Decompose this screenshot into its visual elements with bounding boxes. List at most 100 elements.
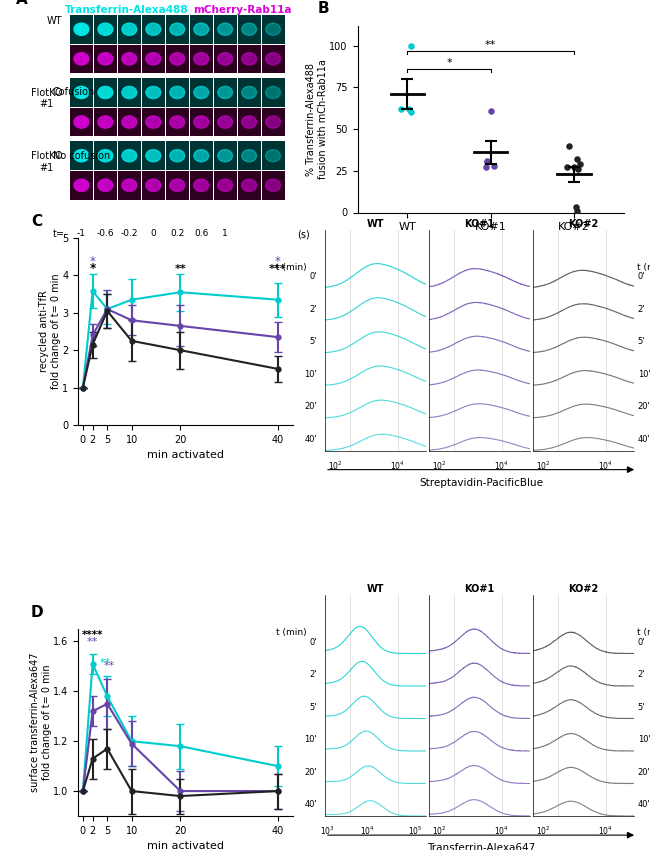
Point — [569, 161, 579, 174]
Circle shape — [266, 179, 281, 191]
Bar — [70, 141, 93, 170]
Text: Transferrin-Alexa647: Transferrin-Alexa647 — [427, 843, 535, 850]
Circle shape — [146, 150, 161, 162]
Bar — [118, 44, 141, 73]
Circle shape — [170, 150, 185, 162]
Text: 0: 0 — [150, 230, 156, 238]
Bar — [70, 171, 93, 200]
Circle shape — [74, 87, 89, 99]
Point — [573, 162, 584, 176]
Y-axis label: recycled anti-TfR
fold change of t= 0 min: recycled anti-TfR fold change of t= 0 mi… — [39, 274, 60, 389]
Text: Cofusion: Cofusion — [53, 88, 95, 98]
Text: $10^4$: $10^4$ — [390, 459, 405, 472]
Title: KO#1: KO#1 — [464, 584, 495, 594]
Bar — [166, 78, 188, 107]
Bar — [214, 78, 237, 107]
Bar — [94, 141, 117, 170]
Circle shape — [98, 53, 113, 65]
Bar — [166, 141, 188, 170]
Text: 5': 5' — [309, 337, 317, 346]
Bar — [214, 108, 237, 136]
Circle shape — [242, 87, 257, 99]
Text: 40': 40' — [638, 434, 650, 444]
Text: 2': 2' — [309, 304, 317, 314]
Text: 20': 20' — [638, 768, 650, 777]
Circle shape — [122, 150, 136, 162]
Text: t (min): t (min) — [276, 263, 307, 272]
Point — [404, 102, 415, 116]
Circle shape — [266, 150, 281, 162]
Text: $10^4$: $10^4$ — [598, 459, 613, 472]
Circle shape — [218, 116, 233, 128]
Text: **: ** — [87, 638, 98, 647]
Circle shape — [146, 87, 161, 99]
Title: WT: WT — [367, 584, 384, 594]
Bar — [118, 108, 141, 136]
Text: $10^2$: $10^2$ — [536, 824, 551, 837]
Point — [406, 105, 416, 119]
Circle shape — [74, 116, 89, 128]
Text: t (min): t (min) — [637, 628, 650, 638]
X-axis label: min activated: min activated — [147, 450, 224, 461]
Text: $10^2$: $10^2$ — [536, 459, 551, 472]
Circle shape — [170, 53, 185, 65]
Text: 0': 0' — [309, 638, 317, 647]
Title: KO#2: KO#2 — [568, 584, 599, 594]
Point — [562, 161, 573, 174]
Circle shape — [146, 23, 161, 36]
Bar — [261, 44, 285, 73]
Bar — [118, 171, 141, 200]
Text: t (min): t (min) — [637, 263, 650, 272]
Bar — [190, 171, 213, 200]
Text: FlotKO
#1: FlotKO #1 — [31, 88, 62, 110]
Text: 0': 0' — [309, 272, 317, 281]
Circle shape — [194, 150, 209, 162]
Y-axis label: surface transferrin-Alexa647
fold change of t= 0 min: surface transferrin-Alexa647 fold change… — [30, 653, 51, 792]
Title: KO#2: KO#2 — [568, 218, 599, 229]
Text: 0': 0' — [638, 638, 645, 647]
Text: **: ** — [174, 264, 187, 275]
Circle shape — [98, 87, 113, 99]
Bar — [70, 78, 93, 107]
Text: $10^4$: $10^4$ — [494, 824, 509, 837]
Bar — [190, 141, 213, 170]
Text: 10': 10' — [638, 370, 650, 378]
Circle shape — [242, 53, 257, 65]
Circle shape — [266, 87, 281, 99]
Circle shape — [218, 150, 233, 162]
Circle shape — [170, 87, 185, 99]
Bar — [190, 44, 213, 73]
Circle shape — [146, 179, 161, 191]
Bar — [166, 44, 188, 73]
Text: $10^4$: $10^4$ — [598, 824, 613, 837]
Bar — [238, 15, 261, 43]
Text: FlotKO
#1: FlotKO #1 — [31, 151, 62, 173]
Bar — [166, 15, 188, 43]
Text: 10': 10' — [304, 735, 317, 744]
Title: WT: WT — [367, 218, 384, 229]
Bar — [190, 15, 213, 43]
Circle shape — [194, 87, 209, 99]
Text: Transferrin-Alexa488: Transferrin-Alexa488 — [65, 5, 188, 15]
Text: 5': 5' — [638, 703, 645, 711]
Circle shape — [218, 53, 233, 65]
Point — [572, 204, 582, 218]
Circle shape — [194, 23, 209, 36]
Text: Streptavidin-PacificBlue: Streptavidin-PacificBlue — [419, 478, 543, 488]
Point — [570, 201, 580, 214]
Text: (s): (s) — [297, 230, 309, 239]
Text: **: ** — [485, 40, 497, 49]
Circle shape — [122, 116, 136, 128]
Circle shape — [194, 116, 209, 128]
X-axis label: min activated: min activated — [147, 842, 224, 850]
Bar — [142, 78, 165, 107]
Text: -0.2: -0.2 — [121, 230, 138, 238]
Bar — [261, 108, 285, 136]
Bar — [261, 15, 285, 43]
Circle shape — [74, 53, 89, 65]
Text: ****: **** — [82, 630, 103, 640]
Point — [482, 154, 492, 167]
Text: $10^2$: $10^2$ — [328, 459, 343, 472]
Circle shape — [170, 179, 185, 191]
Circle shape — [218, 23, 233, 36]
